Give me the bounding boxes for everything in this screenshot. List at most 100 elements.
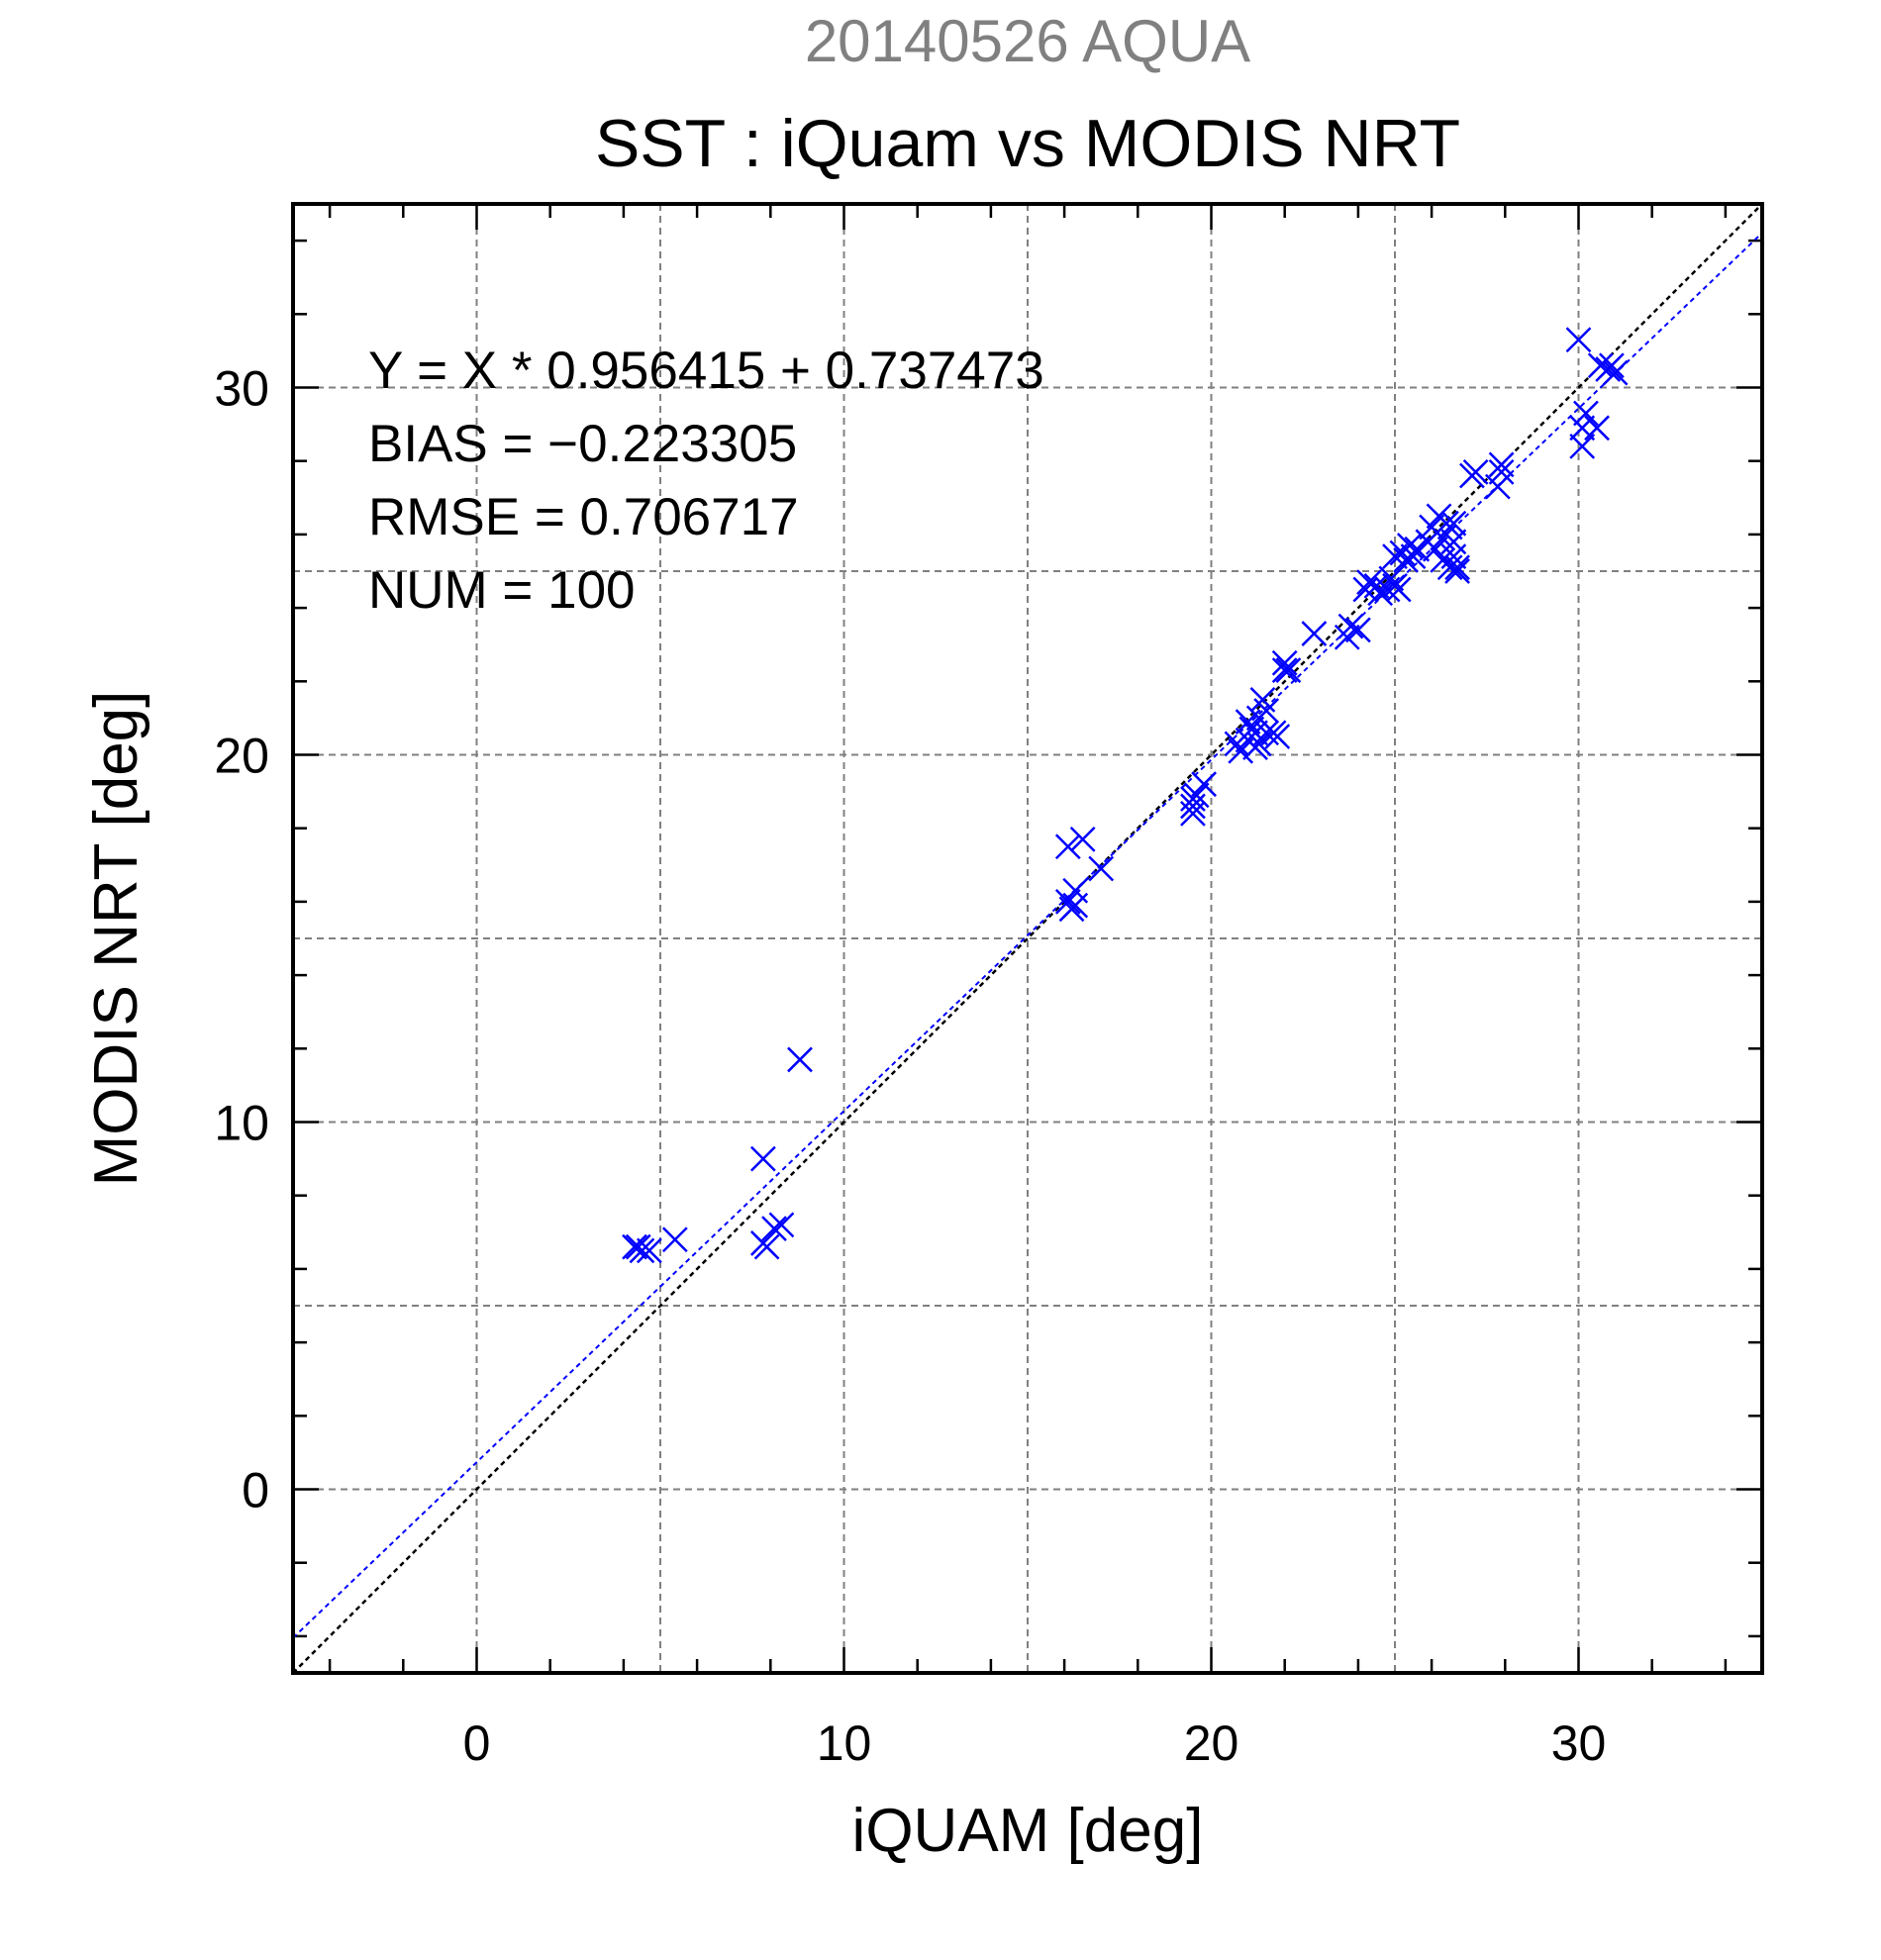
- data-point: [1345, 617, 1371, 643]
- data-point: [1337, 613, 1364, 639]
- data-point: [1275, 657, 1302, 684]
- point-stroke: [1385, 576, 1412, 603]
- grid: [293, 204, 1762, 1673]
- data-point: [1488, 458, 1515, 485]
- x-tick-label: 30: [1551, 1715, 1607, 1771]
- data-point: [761, 1216, 787, 1241]
- point-stroke: [1191, 771, 1217, 798]
- plot-frame: [291, 202, 1764, 1675]
- data-point: [1440, 529, 1467, 555]
- data-point: [1602, 359, 1629, 386]
- point-stroke: [1430, 525, 1456, 551]
- y-axis-label: MODIS NRT [deg]: [82, 691, 150, 1187]
- data-point: [1088, 855, 1115, 882]
- point-stroke: [753, 1233, 780, 1260]
- y-tick-label: 30: [214, 361, 269, 417]
- chart-subtitle: SST : iQuam vs MODIS NRT: [595, 106, 1460, 181]
- y-tick-label: 20: [214, 729, 269, 784]
- point-stroke: [1062, 877, 1089, 904]
- stat-num: NUM = 100: [368, 561, 636, 620]
- data-point: [636, 1237, 662, 1264]
- data-point: [1264, 724, 1291, 749]
- data-point: [1444, 558, 1470, 584]
- data-point: [1599, 352, 1625, 379]
- data-point: [661, 1226, 688, 1253]
- data-point: [1462, 458, 1489, 485]
- point-stroke: [768, 1212, 795, 1238]
- data-point: [1253, 698, 1280, 724]
- stat-bias: BIAS = −0.223305: [368, 415, 797, 473]
- data-point: [1191, 771, 1217, 798]
- data-point: [1404, 536, 1431, 562]
- point-stroke: [1587, 352, 1614, 379]
- data-point: [1565, 327, 1592, 353]
- point-stroke: [1573, 400, 1599, 427]
- point-stroke: [1301, 621, 1328, 646]
- data-point: [1484, 473, 1511, 500]
- data-point: [1180, 786, 1206, 812]
- point-stroke: [622, 1233, 647, 1260]
- minor-ticks: [293, 204, 1762, 1673]
- y-tick-label: 10: [214, 1096, 269, 1151]
- x-tick-label: 10: [817, 1715, 872, 1771]
- point-stroke: [1422, 536, 1448, 562]
- point-stroke: [1264, 724, 1291, 749]
- point-stroke: [1069, 826, 1096, 852]
- point-stroke: [1180, 786, 1206, 812]
- data-point: [1062, 877, 1089, 904]
- point-stroke: [1382, 543, 1408, 570]
- y-tick-labels: 0 10 20 30: [214, 361, 269, 1519]
- identity-line: [293, 204, 1762, 1673]
- point-stroke: [1404, 536, 1431, 562]
- point-stroke: [1378, 565, 1405, 592]
- point-stroke: [1088, 855, 1115, 882]
- point-stroke: [1245, 731, 1272, 757]
- stat-regression-equation: Y = X * 0.956415 + 0.737473: [368, 342, 1044, 400]
- data-point: [1228, 737, 1254, 764]
- data-point: [1245, 731, 1272, 757]
- data-point: [1054, 833, 1081, 860]
- data-point: [1378, 565, 1405, 592]
- point-stroke: [1242, 720, 1268, 746]
- point-stroke: [1249, 686, 1276, 713]
- point-stroke: [1484, 473, 1511, 500]
- point-stroke: [787, 1046, 813, 1073]
- x-axis-label: iQUAM [deg]: [852, 1797, 1204, 1865]
- regression-fit-line: [293, 232, 1762, 1639]
- x-tick-label: 20: [1184, 1715, 1239, 1771]
- point-stroke: [1271, 657, 1298, 684]
- point-stroke: [1444, 558, 1470, 584]
- statistics-box: Y = X * 0.956415 + 0.737473 BIAS = −0.22…: [368, 342, 1044, 620]
- point-stroke: [1488, 451, 1515, 478]
- point-stroke: [1565, 327, 1592, 353]
- point-stroke: [1363, 572, 1390, 599]
- data-point: [1271, 649, 1298, 676]
- data-point: [1271, 657, 1298, 684]
- point-stroke: [1367, 580, 1394, 607]
- point-stroke: [625, 1233, 651, 1260]
- data-point: [1584, 415, 1610, 441]
- x-tick-labels: 0 10 20 30: [463, 1715, 1607, 1771]
- stat-rmse: RMSE = 0.706717: [368, 488, 799, 546]
- data-point: [1069, 826, 1096, 852]
- point-stroke: [1444, 554, 1470, 581]
- point-stroke: [1054, 889, 1081, 915]
- data-point: [1385, 576, 1412, 603]
- point-stroke: [1253, 720, 1280, 746]
- data-point: [1301, 621, 1328, 646]
- point-stroke: [1440, 510, 1467, 537]
- data-points: [622, 327, 1629, 1264]
- point-stroke: [1054, 833, 1081, 860]
- point-stroke: [1337, 613, 1364, 639]
- point-stroke: [1599, 352, 1625, 379]
- point-stroke: [1440, 529, 1467, 555]
- point-stroke: [761, 1216, 787, 1241]
- data-point: [768, 1212, 795, 1238]
- data-point: [622, 1233, 647, 1260]
- data-point: [1587, 352, 1614, 379]
- chart-title: 20140526 AQUA: [805, 8, 1250, 74]
- data-point: [1422, 536, 1448, 562]
- point-stroke: [1253, 698, 1280, 724]
- point-stroke: [1271, 649, 1298, 676]
